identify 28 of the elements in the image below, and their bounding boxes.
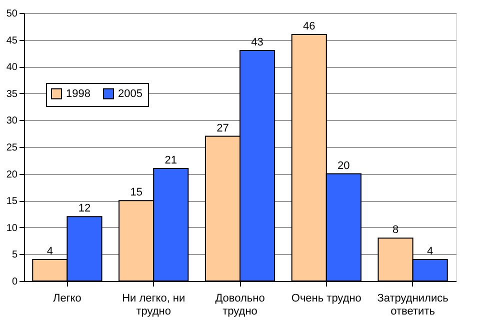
legend-label: 1998 bbox=[66, 88, 90, 100]
legend-label: 2005 bbox=[118, 88, 142, 100]
y-tick-label: 45 bbox=[6, 35, 18, 46]
x-tick-label: Легко bbox=[52, 292, 82, 304]
data-label: 27 bbox=[216, 122, 229, 134]
data-label: 4 bbox=[427, 246, 434, 258]
data-label: 4 bbox=[46, 246, 53, 258]
x-tick-label: Очень трудно bbox=[291, 292, 362, 304]
data-label: 21 bbox=[164, 154, 178, 166]
data-label: 43 bbox=[251, 36, 264, 49]
y-tick-label: 40 bbox=[6, 62, 18, 74]
data-label: 20 bbox=[338, 160, 350, 172]
y-tick-label: 35 bbox=[6, 88, 18, 100]
y-tick-label: 20 bbox=[6, 169, 18, 180]
data-label: 12 bbox=[78, 202, 91, 215]
x-tick-label: Затруднились ответить bbox=[377, 292, 449, 318]
x-tick-label: Ни легко, ни трудно bbox=[122, 292, 186, 318]
y-tick-label: 5 bbox=[12, 250, 18, 261]
x-tick-label: Довольно трудно bbox=[215, 292, 265, 318]
y-tick-label: 0 bbox=[12, 276, 18, 288]
data-label: 8 bbox=[392, 224, 399, 236]
y-tick-label: 50 bbox=[6, 8, 18, 20]
y-tick-label: 10 bbox=[6, 222, 18, 234]
y-tick-label: 15 bbox=[6, 196, 18, 208]
data-label: 46 bbox=[302, 20, 316, 32]
y-tick-label: 30 bbox=[6, 116, 18, 127]
data-label: 15 bbox=[130, 186, 142, 199]
y-tick-label: 25 bbox=[6, 142, 18, 154]
